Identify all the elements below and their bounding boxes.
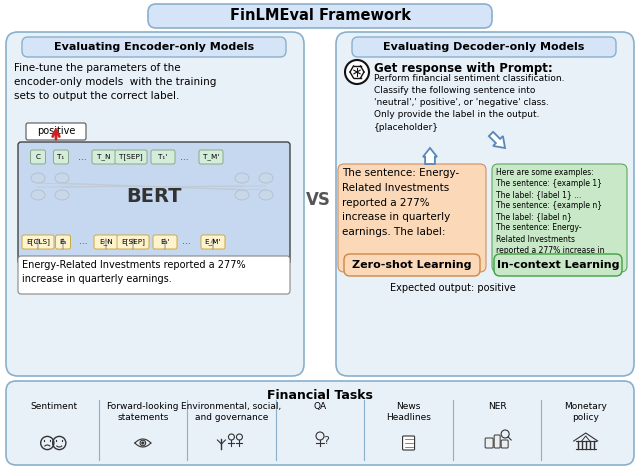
Text: Perform financial sentiment classification.
Classify the following sentence into: Perform financial sentiment classificati… — [374, 74, 564, 131]
Text: QA: QA — [314, 402, 326, 411]
FancyBboxPatch shape — [352, 37, 616, 57]
FancyBboxPatch shape — [199, 150, 223, 164]
Ellipse shape — [31, 190, 45, 200]
FancyBboxPatch shape — [18, 256, 290, 294]
Ellipse shape — [31, 173, 45, 183]
Text: ?: ? — [323, 436, 329, 446]
FancyBboxPatch shape — [338, 164, 486, 272]
Text: News
Headlines: News Headlines — [386, 402, 431, 422]
Text: T₁: T₁ — [58, 154, 65, 160]
FancyBboxPatch shape — [117, 235, 149, 249]
Text: E[CLS]: E[CLS] — [26, 239, 50, 245]
Text: T_N: T_N — [97, 154, 111, 160]
FancyBboxPatch shape — [494, 254, 622, 276]
Ellipse shape — [259, 190, 273, 200]
FancyBboxPatch shape — [26, 123, 86, 140]
Text: E₁: E₁ — [60, 239, 67, 245]
Text: E[SEP]: E[SEP] — [121, 239, 145, 245]
Ellipse shape — [235, 190, 249, 200]
Text: Forward-looking
statements: Forward-looking statements — [107, 402, 179, 422]
FancyBboxPatch shape — [344, 254, 480, 276]
FancyBboxPatch shape — [115, 150, 147, 164]
Text: NER: NER — [488, 402, 506, 411]
Text: positive: positive — [37, 127, 75, 137]
Polygon shape — [489, 132, 505, 148]
Text: E₁': E₁' — [160, 239, 170, 245]
FancyBboxPatch shape — [501, 440, 508, 448]
Ellipse shape — [55, 173, 69, 183]
Text: Here are some examples:
The sentence: {example 1}
The label: {label 1} ...
The s: Here are some examples: The sentence: {e… — [496, 168, 605, 277]
FancyBboxPatch shape — [92, 150, 116, 164]
Ellipse shape — [259, 173, 273, 183]
Text: Fine-tune the parameters of the
encoder-only models  with the training
sets to o: Fine-tune the parameters of the encoder-… — [14, 63, 216, 101]
Text: Environmental, social,
and governance: Environmental, social, and governance — [181, 402, 282, 422]
Ellipse shape — [55, 190, 69, 200]
FancyBboxPatch shape — [201, 235, 225, 249]
FancyBboxPatch shape — [6, 381, 634, 465]
Text: BERT: BERT — [126, 187, 182, 205]
Text: Zero-shot Learning: Zero-shot Learning — [352, 260, 472, 270]
FancyBboxPatch shape — [94, 235, 118, 249]
Text: T₁': T₁' — [158, 154, 168, 160]
FancyBboxPatch shape — [153, 235, 177, 249]
Text: ...: ... — [77, 153, 86, 162]
Polygon shape — [423, 148, 437, 164]
Text: E_M': E_M' — [205, 239, 221, 245]
Text: In-context Learning: In-context Learning — [497, 260, 620, 270]
Text: VS: VS — [305, 191, 330, 209]
Text: E_N: E_N — [99, 239, 113, 245]
FancyBboxPatch shape — [22, 37, 286, 57]
FancyBboxPatch shape — [18, 142, 290, 264]
Text: ...: ... — [180, 153, 188, 162]
FancyBboxPatch shape — [151, 150, 175, 164]
Text: ...: ... — [79, 237, 87, 246]
FancyBboxPatch shape — [148, 4, 492, 28]
Text: Sentiment: Sentiment — [31, 402, 78, 411]
FancyBboxPatch shape — [6, 32, 304, 376]
Text: Expected output: positive: Expected output: positive — [390, 283, 516, 293]
Ellipse shape — [235, 173, 249, 183]
Text: Evaluating Encoder-only Models: Evaluating Encoder-only Models — [54, 42, 254, 52]
Text: Energy-Related Investments reported a 277%
increase in quarterly earnings.: Energy-Related Investments reported a 27… — [22, 260, 246, 284]
FancyBboxPatch shape — [22, 235, 54, 249]
Text: ...: ... — [182, 237, 190, 246]
Text: T_M': T_M' — [203, 154, 219, 160]
FancyBboxPatch shape — [492, 164, 627, 272]
FancyBboxPatch shape — [336, 32, 634, 376]
Text: FinLMEval Framework: FinLMEval Framework — [230, 8, 410, 24]
Text: C: C — [35, 154, 40, 160]
FancyBboxPatch shape — [485, 438, 493, 448]
Text: Evaluating Decoder-only Models: Evaluating Decoder-only Models — [383, 42, 585, 52]
Text: Financial Tasks: Financial Tasks — [267, 389, 373, 402]
Text: The sentence: Energy-
Related Investments
reported a 277%
increase in quarterly
: The sentence: Energy- Related Investment… — [342, 168, 460, 237]
Text: T[SEP]: T[SEP] — [119, 154, 143, 160]
FancyBboxPatch shape — [494, 435, 500, 448]
Text: Get response with Prompt:: Get response with Prompt: — [374, 62, 553, 75]
Text: Monetary
policy: Monetary policy — [564, 402, 607, 422]
Circle shape — [345, 60, 369, 84]
FancyBboxPatch shape — [31, 150, 45, 164]
Circle shape — [141, 442, 144, 444]
FancyBboxPatch shape — [403, 436, 415, 450]
FancyBboxPatch shape — [56, 235, 70, 249]
FancyBboxPatch shape — [54, 150, 68, 164]
